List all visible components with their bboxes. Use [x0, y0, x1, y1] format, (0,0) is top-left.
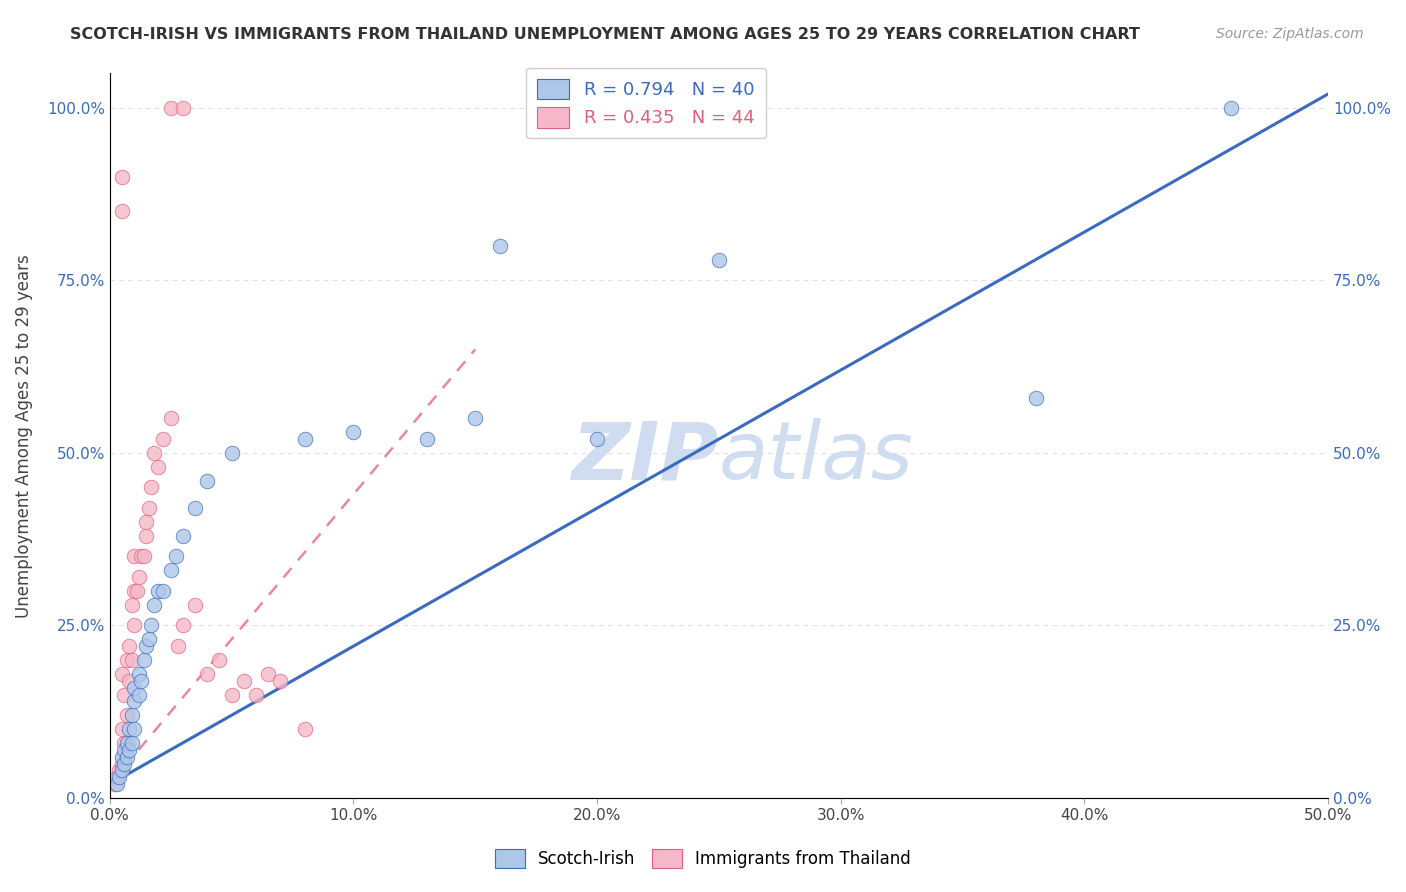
Point	[232, 673, 254, 688]
Text: atlas: atlas	[718, 418, 914, 496]
Point	[104, 777, 127, 791]
Point	[131, 673, 153, 688]
Y-axis label: Unemployment Among Ages 25 to 29 years: Unemployment Among Ages 25 to 29 years	[15, 253, 32, 617]
Point	[128, 666, 150, 681]
Point	[135, 515, 157, 529]
Point	[132, 549, 155, 564]
Point	[148, 459, 170, 474]
Point	[159, 101, 181, 115]
Point	[115, 708, 138, 723]
Point	[111, 749, 134, 764]
Point	[294, 722, 316, 736]
Point	[121, 598, 143, 612]
Point	[112, 688, 135, 702]
Point	[125, 584, 148, 599]
Point	[118, 673, 141, 688]
Text: ZIP: ZIP	[572, 418, 718, 496]
Point	[138, 501, 160, 516]
Point	[142, 598, 165, 612]
Text: SCOTCH-IRISH VS IMMIGRANTS FROM THAILAND UNEMPLOYMENT AMONG AGES 25 TO 29 YEARS : SCOTCH-IRISH VS IMMIGRANTS FROM THAILAND…	[70, 27, 1140, 42]
Point	[245, 688, 267, 702]
Point	[342, 425, 364, 440]
Point	[115, 749, 138, 764]
Point	[122, 549, 145, 564]
Point	[184, 501, 207, 516]
Point	[112, 743, 135, 757]
Point	[488, 239, 510, 253]
Point	[415, 432, 437, 446]
Point	[111, 722, 134, 736]
Point	[121, 708, 143, 723]
Point	[112, 756, 135, 771]
Point	[221, 688, 243, 702]
Point	[115, 736, 138, 750]
Point	[122, 722, 145, 736]
Point	[111, 764, 134, 778]
Point	[115, 653, 138, 667]
Point	[165, 549, 187, 564]
Point	[221, 446, 243, 460]
Point	[1025, 391, 1047, 405]
Point	[111, 756, 134, 771]
Point	[111, 204, 134, 219]
Point	[122, 618, 145, 632]
Point	[111, 666, 134, 681]
Point	[208, 653, 231, 667]
Point	[159, 563, 181, 577]
Point	[707, 252, 730, 267]
Text: Source: ZipAtlas.com: Source: ZipAtlas.com	[1216, 27, 1364, 41]
Point	[122, 584, 145, 599]
Point	[152, 432, 174, 446]
Point	[1219, 101, 1241, 115]
Point	[118, 722, 141, 736]
Point	[108, 764, 131, 778]
Point	[122, 694, 145, 708]
Point	[152, 584, 174, 599]
Point	[138, 632, 160, 647]
Point	[135, 639, 157, 653]
Point	[195, 666, 218, 681]
Point	[172, 618, 194, 632]
Point	[128, 688, 150, 702]
Point	[464, 411, 486, 425]
Point	[195, 474, 218, 488]
Point	[167, 639, 190, 653]
Point	[294, 432, 316, 446]
Point	[172, 529, 194, 543]
Point	[122, 681, 145, 695]
Point	[586, 432, 609, 446]
Point	[135, 529, 157, 543]
Point	[128, 570, 150, 584]
Point	[184, 598, 207, 612]
Point	[141, 480, 163, 494]
Point	[148, 584, 170, 599]
Legend: Scotch-Irish, Immigrants from Thailand: Scotch-Irish, Immigrants from Thailand	[488, 842, 918, 875]
Point	[105, 770, 128, 784]
Point	[142, 446, 165, 460]
Point	[118, 639, 141, 653]
Point	[131, 549, 153, 564]
Point	[172, 101, 194, 115]
Point	[105, 777, 128, 791]
Legend: R = 0.794   N = 40, R = 0.435   N = 44: R = 0.794 N = 40, R = 0.435 N = 44	[526, 68, 765, 138]
Point	[108, 770, 131, 784]
Point	[121, 653, 143, 667]
Point	[118, 743, 141, 757]
Point	[257, 666, 280, 681]
Point	[269, 673, 291, 688]
Point	[121, 736, 143, 750]
Point	[111, 169, 134, 184]
Point	[132, 653, 155, 667]
Point	[141, 618, 163, 632]
Point	[159, 411, 181, 425]
Point	[112, 736, 135, 750]
